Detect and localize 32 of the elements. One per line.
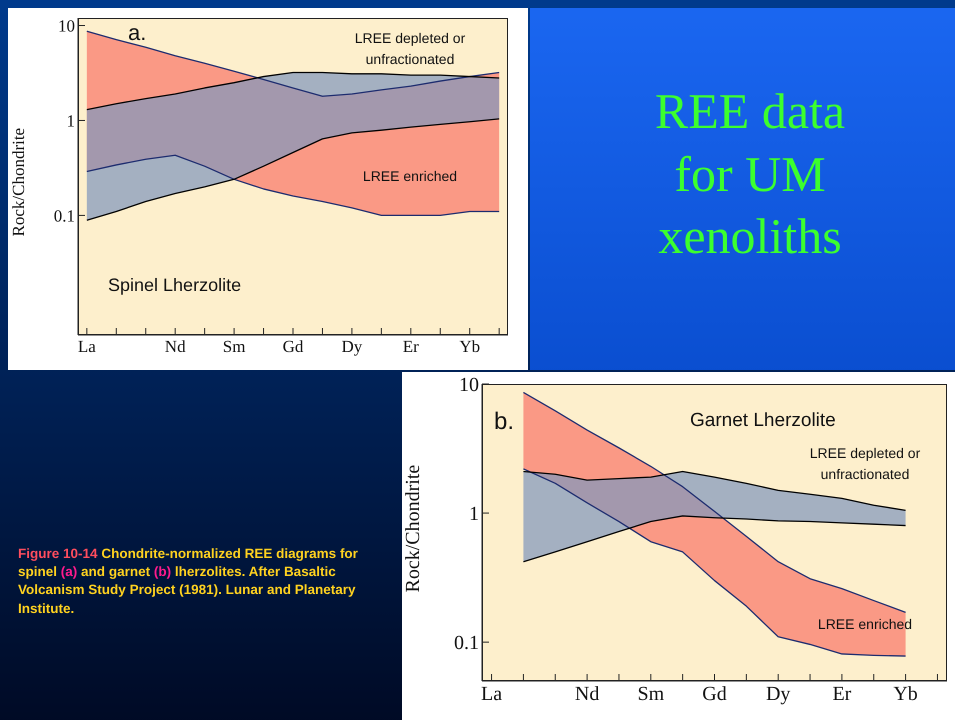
y-tick-label: 1 xyxy=(66,111,75,130)
annotation: LREE enriched xyxy=(362,167,458,186)
annotation: Garnet Lherzolite xyxy=(690,409,837,433)
annotation: b. xyxy=(494,407,516,437)
x-tick-label: Yb xyxy=(893,683,918,706)
annotation: LREE depleted or unfractionated xyxy=(808,444,922,484)
annotation: a. xyxy=(128,19,148,47)
annotation: Spinel Lherzolite xyxy=(108,274,242,297)
y-tick-label: 0.1 xyxy=(54,206,75,226)
y-tick-label: 10 xyxy=(58,16,75,36)
x-tick-label: Nd xyxy=(574,683,600,706)
y-axis-title: Rock/Chondrite xyxy=(9,128,28,236)
x-tick-label: Gd xyxy=(702,683,727,706)
y-tick-label: 10 xyxy=(459,374,479,396)
x-tick-label: Gd xyxy=(282,337,304,356)
y-tick-label: 0.1 xyxy=(454,632,479,654)
x-tick-label: La xyxy=(481,683,502,706)
x-tick-label: Yb xyxy=(459,337,480,356)
x-tick-label: La xyxy=(78,337,96,356)
annotation: LREE enriched xyxy=(816,615,914,634)
annotation: LREE depleted or unfractionated xyxy=(354,29,466,69)
text: Figure 10-14 Chondrite-normalized REE diagrams for spinel (a) and garnet (b) lherzolites. After Basaltic Volcanism Study Project (1981). Lunar and Planetary Institute. xyxy=(18,546,358,616)
x-tick-label: Sm xyxy=(637,683,665,706)
x-tick-label: Er xyxy=(402,337,420,356)
x-tick-label: Dy xyxy=(766,683,790,706)
x-tick-label: Er xyxy=(832,683,852,706)
y-axis-title: Rock/Chondrite xyxy=(402,464,424,592)
y-tick-label: 1 xyxy=(469,503,479,526)
text: REE data for UM xenoliths xyxy=(654,82,846,266)
x-tick-label: Sm xyxy=(222,337,246,356)
x-tick-label: Nd xyxy=(164,337,186,356)
x-tick-label: Dy xyxy=(342,337,363,356)
